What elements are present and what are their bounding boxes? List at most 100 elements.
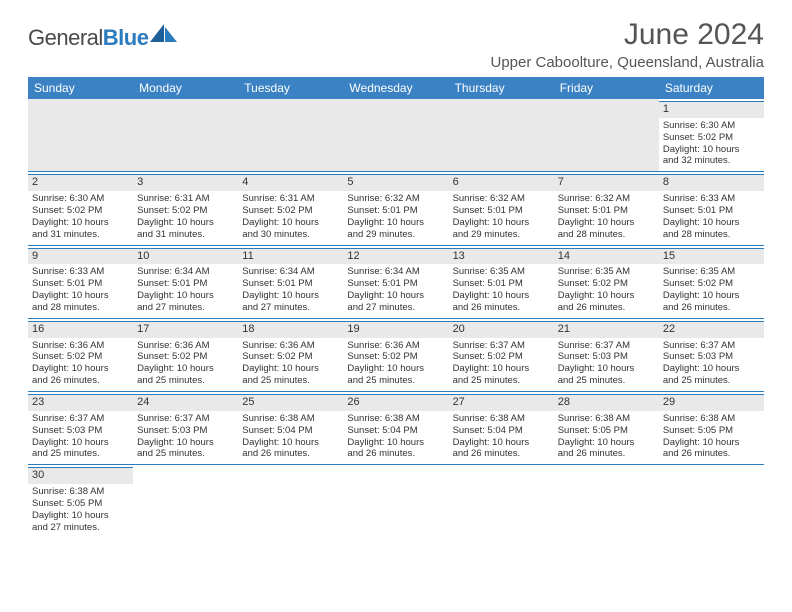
calendar-table: Sunday Monday Tuesday Wednesday Thursday… (28, 77, 764, 538)
calendar-body: 1Sunrise: 6:30 AMSunset: 5:02 PMDaylight… (28, 99, 764, 538)
day-sunrise: Sunrise: 6:36 AM (242, 340, 339, 352)
day-sunrise: Sunrise: 6:34 AM (137, 266, 234, 278)
day-sunrise: Sunrise: 6:38 AM (663, 413, 760, 425)
day-sunrise: Sunrise: 6:37 AM (137, 413, 234, 425)
calendar-day-cell (449, 465, 554, 538)
location-subtitle: Upper Caboolture, Queensland, Australia (490, 54, 764, 71)
day-number: 7 (554, 174, 659, 191)
day-sunrise: Sunrise: 6:35 AM (663, 266, 760, 278)
calendar-day-cell (133, 99, 238, 172)
day-sunrise: Sunrise: 6:36 AM (137, 340, 234, 352)
day-sunrise: Sunrise: 6:36 AM (32, 340, 129, 352)
day-dl2: and 27 minutes. (137, 302, 234, 314)
calendar-day-cell: 2Sunrise: 6:30 AMSunset: 5:02 PMDaylight… (28, 172, 133, 245)
day-dl2: and 27 minutes. (347, 302, 444, 314)
day-number: 10 (133, 248, 238, 265)
day-dl2: and 25 minutes. (32, 448, 129, 460)
weekday-header: Monday (133, 77, 238, 99)
day-dl2: and 26 minutes. (663, 448, 760, 460)
day-dl1: Daylight: 10 hours (32, 437, 129, 449)
day-details: Sunrise: 6:37 AMSunset: 5:03 PMDaylight:… (32, 413, 129, 461)
day-number: 30 (28, 467, 133, 484)
day-number: 2 (28, 174, 133, 191)
day-details: Sunrise: 6:35 AMSunset: 5:02 PMDaylight:… (558, 266, 655, 314)
day-details: Sunrise: 6:38 AMSunset: 5:05 PMDaylight:… (32, 486, 129, 534)
header: GeneralBlue June 2024 Upper Caboolture, … (28, 18, 764, 71)
day-details: Sunrise: 6:35 AMSunset: 5:02 PMDaylight:… (663, 266, 760, 314)
day-details: Sunrise: 6:38 AMSunset: 5:04 PMDaylight:… (453, 413, 550, 461)
day-sunrise: Sunrise: 6:32 AM (347, 193, 444, 205)
weekday-header: Saturday (659, 77, 764, 99)
day-number: 11 (238, 248, 343, 265)
calendar-day-cell: 21Sunrise: 6:37 AMSunset: 5:03 PMDayligh… (554, 318, 659, 391)
day-sunrise: Sunrise: 6:35 AM (453, 266, 550, 278)
calendar-day-cell (238, 99, 343, 172)
day-dl2: and 25 minutes. (347, 375, 444, 387)
calendar-day-cell: 16Sunrise: 6:36 AMSunset: 5:02 PMDayligh… (28, 318, 133, 391)
day-details: Sunrise: 6:34 AMSunset: 5:01 PMDaylight:… (242, 266, 339, 314)
day-number: 13 (449, 248, 554, 265)
calendar-day-cell: 13Sunrise: 6:35 AMSunset: 5:01 PMDayligh… (449, 245, 554, 318)
day-dl2: and 25 minutes. (453, 375, 550, 387)
calendar-day-cell: 14Sunrise: 6:35 AMSunset: 5:02 PMDayligh… (554, 245, 659, 318)
day-dl1: Daylight: 10 hours (558, 437, 655, 449)
day-sunrise: Sunrise: 6:30 AM (663, 120, 760, 132)
calendar-day-cell: 12Sunrise: 6:34 AMSunset: 5:01 PMDayligh… (343, 245, 448, 318)
weekday-header: Sunday (28, 77, 133, 99)
day-dl1: Daylight: 10 hours (32, 217, 129, 229)
day-sunset: Sunset: 5:01 PM (242, 278, 339, 290)
calendar-day-cell: 20Sunrise: 6:37 AMSunset: 5:02 PMDayligh… (449, 318, 554, 391)
day-details: Sunrise: 6:35 AMSunset: 5:01 PMDaylight:… (453, 266, 550, 314)
calendar-day-cell: 19Sunrise: 6:36 AMSunset: 5:02 PMDayligh… (343, 318, 448, 391)
day-details: Sunrise: 6:37 AMSunset: 5:03 PMDaylight:… (137, 413, 234, 461)
day-sunset: Sunset: 5:03 PM (137, 425, 234, 437)
day-dl2: and 26 minutes. (347, 448, 444, 460)
calendar-week-row: 1Sunrise: 6:30 AMSunset: 5:02 PMDaylight… (28, 99, 764, 172)
day-number: 14 (554, 248, 659, 265)
calendar-day-cell: 11Sunrise: 6:34 AMSunset: 5:01 PMDayligh… (238, 245, 343, 318)
day-sunrise: Sunrise: 6:38 AM (32, 486, 129, 498)
sail-icon (150, 24, 178, 44)
day-dl2: and 27 minutes. (242, 302, 339, 314)
day-sunrise: Sunrise: 6:38 AM (453, 413, 550, 425)
calendar-week-row: 9Sunrise: 6:33 AMSunset: 5:01 PMDaylight… (28, 245, 764, 318)
day-details: Sunrise: 6:37 AMSunset: 5:03 PMDaylight:… (558, 340, 655, 388)
day-sunrise: Sunrise: 6:36 AM (347, 340, 444, 352)
day-dl1: Daylight: 10 hours (137, 437, 234, 449)
day-dl2: and 26 minutes. (558, 448, 655, 460)
day-sunrise: Sunrise: 6:35 AM (558, 266, 655, 278)
day-sunset: Sunset: 5:01 PM (558, 205, 655, 217)
day-sunrise: Sunrise: 6:38 AM (347, 413, 444, 425)
day-number: 28 (554, 394, 659, 411)
day-details: Sunrise: 6:37 AMSunset: 5:03 PMDaylight:… (663, 340, 760, 388)
day-sunrise: Sunrise: 6:34 AM (347, 266, 444, 278)
day-number: 20 (449, 321, 554, 338)
day-number: 16 (28, 321, 133, 338)
day-sunset: Sunset: 5:02 PM (453, 351, 550, 363)
calendar-day-cell: 8Sunrise: 6:33 AMSunset: 5:01 PMDaylight… (659, 172, 764, 245)
day-dl1: Daylight: 10 hours (558, 363, 655, 375)
calendar-day-cell (133, 465, 238, 538)
day-dl1: Daylight: 10 hours (137, 290, 234, 302)
day-dl2: and 29 minutes. (453, 229, 550, 241)
day-sunrise: Sunrise: 6:37 AM (663, 340, 760, 352)
day-sunset: Sunset: 5:01 PM (453, 205, 550, 217)
day-details: Sunrise: 6:36 AMSunset: 5:02 PMDaylight:… (242, 340, 339, 388)
day-sunset: Sunset: 5:03 PM (663, 351, 760, 363)
day-dl1: Daylight: 10 hours (242, 217, 339, 229)
day-dl2: and 31 minutes. (32, 229, 129, 241)
weekday-header: Wednesday (343, 77, 448, 99)
day-sunset: Sunset: 5:02 PM (32, 205, 129, 217)
day-dl2: and 26 minutes. (32, 375, 129, 387)
day-details: Sunrise: 6:31 AMSunset: 5:02 PMDaylight:… (242, 193, 339, 241)
day-number: 25 (238, 394, 343, 411)
calendar-day-cell: 17Sunrise: 6:36 AMSunset: 5:02 PMDayligh… (133, 318, 238, 391)
day-dl1: Daylight: 10 hours (347, 437, 444, 449)
day-dl1: Daylight: 10 hours (663, 363, 760, 375)
day-dl1: Daylight: 10 hours (558, 290, 655, 302)
day-sunset: Sunset: 5:01 PM (32, 278, 129, 290)
day-number: 5 (343, 174, 448, 191)
calendar-day-cell (343, 465, 448, 538)
calendar-week-row: 16Sunrise: 6:36 AMSunset: 5:02 PMDayligh… (28, 318, 764, 391)
day-dl1: Daylight: 10 hours (32, 510, 129, 522)
